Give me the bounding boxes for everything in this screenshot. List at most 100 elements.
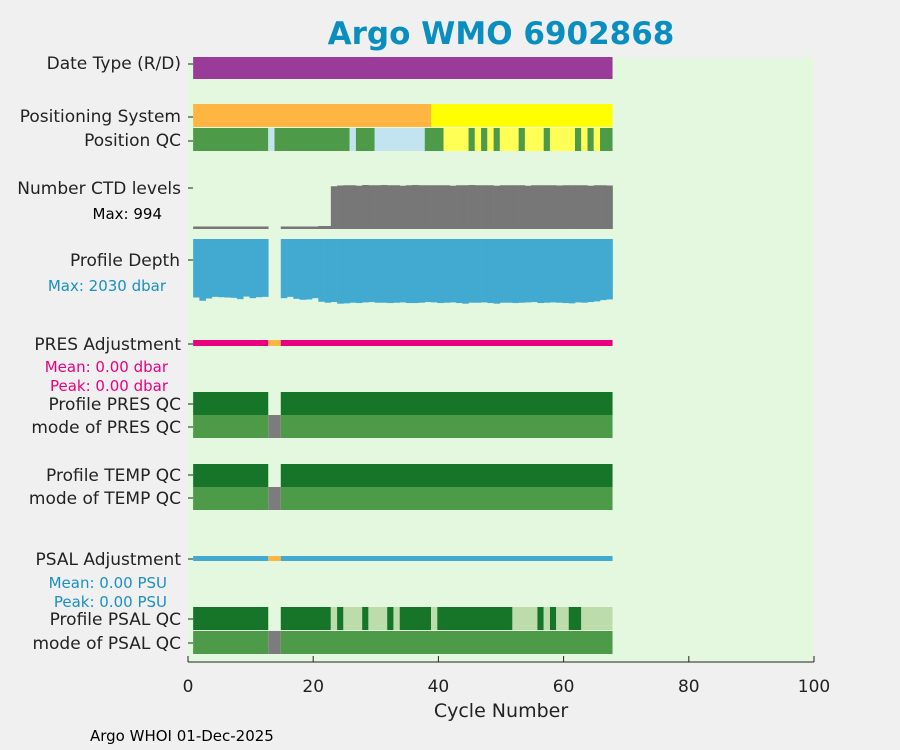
ctd-levels-row: [193, 184, 613, 229]
profile-temp-qc-segment-0: [193, 464, 269, 487]
label-psal-peak: Peak: 0.00 PSU: [54, 593, 167, 611]
profile-depth-bar-33: [393, 239, 401, 303]
profile-depth-bar-31: [380, 239, 388, 303]
psal-adjustment-segment-1: [268, 556, 281, 561]
ctd-levels-bar-66: [600, 185, 607, 229]
ctd-levels-bar-30: [374, 185, 382, 229]
profile-depth-bar-21: [318, 239, 325, 302]
position-qc-segment-6: [424, 128, 444, 151]
ctd-levels-bar-56: [537, 185, 544, 229]
ctd-levels-bar-10: [249, 226, 257, 229]
label-mode-temp-qc: mode of TEMP QC: [29, 489, 181, 509]
mode-pres-qc-segment-2: [280, 415, 613, 438]
position-qc-segment-19: [581, 128, 588, 151]
ctd-levels-bar-38: [424, 185, 432, 229]
profile-depth-bar-10: [249, 239, 257, 299]
mode-temp-qc-segment-1: [268, 487, 281, 510]
profile-psal-qc-segment-4: [343, 607, 363, 630]
ctd-levels-bar-20: [312, 226, 319, 229]
profile-depth-bar-43: [456, 239, 463, 304]
psal-adjustment-row: [193, 556, 613, 561]
profile-psal-qc-segment-18: [581, 607, 613, 630]
profile-psal-qc-row: [193, 607, 613, 630]
position-qc-segment-12: [493, 128, 500, 151]
ctd-levels-bar-52: [512, 185, 519, 229]
x-tick-label-80: 80: [678, 677, 700, 697]
mode-pres-qc-row: [193, 415, 613, 438]
profile-depth-row: [193, 239, 613, 304]
ctd-levels-bar-8: [236, 226, 244, 229]
position-qc-row: [193, 128, 613, 151]
profile-psal-qc-segment-2: [330, 607, 338, 630]
mode-psal-qc-segment-0: [193, 631, 269, 654]
label-psal-mean: Mean: 0.00 PSU: [49, 574, 167, 592]
x-tick-label-20: 20: [302, 677, 324, 697]
profile-depth-bar-2: [199, 239, 206, 301]
pres-adjustment-segment-1: [268, 340, 281, 346]
label-profile-pres-qc: Profile PRES QC: [48, 395, 181, 415]
mode-temp-qc-row: [193, 487, 613, 510]
ctd-levels-bar-7: [230, 226, 238, 229]
ctd-levels-bar-45: [468, 184, 476, 229]
ctd-levels-bar-53: [518, 185, 526, 229]
ctd-levels-bar-59: [556, 185, 563, 229]
profile-depth-bar-44: [462, 239, 469, 304]
position-qc-segment-10: [481, 128, 488, 151]
footer-credit: Argo WHOI 01-Dec-2025: [90, 727, 274, 745]
position-qc-segment-1: [268, 128, 275, 151]
profile-depth-bar-15: [280, 239, 288, 299]
profile-psal-qc-segment-6: [368, 607, 388, 630]
mode-pres-qc-segment-1: [268, 415, 281, 438]
label-ctd-max: Max: 994: [93, 205, 162, 223]
mode-pres-qc-segment-0: [193, 415, 269, 438]
profile-depth-bar-39: [431, 239, 438, 303]
ctd-levels-bar-44: [462, 185, 469, 229]
profile-depth-bar-47: [481, 239, 488, 303]
position-qc-segment-21: [593, 128, 601, 151]
ctd-levels-bar-18: [299, 226, 307, 229]
mode-psal-qc-segment-1: [268, 631, 281, 654]
pres-adjustment-segment-0: [193, 340, 269, 346]
row-ticks: [188, 63, 193, 644]
ctd-levels-bar-64: [587, 185, 595, 229]
profile-temp-qc-row: [193, 464, 613, 487]
psal-adjustment-segment-2: [280, 556, 613, 561]
pres-adjustment-segment-2: [280, 340, 613, 346]
x-axis-ticks: 0 20 40 60 80 100: [183, 656, 830, 697]
profile-depth-bar-41: [443, 239, 451, 303]
ctd-levels-bar-58: [549, 185, 557, 229]
profile-depth-bar-6: [224, 239, 231, 298]
position-qc-segment-5: [374, 128, 425, 151]
ctd-levels-bar-55: [531, 185, 538, 229]
x-axis-label: Cycle Number: [434, 700, 568, 722]
ctd-levels-bar-22: [324, 225, 332, 229]
label-date-type: Date Type (R/D): [47, 54, 181, 74]
position-qc-segment-0: [193, 128, 269, 151]
position-qc-segment-13: [499, 128, 519, 151]
profile-depth-bar-56: [537, 239, 544, 304]
profile-depth-bar-1: [193, 239, 200, 298]
chart-title: Argo WMO 6902868: [328, 16, 675, 52]
profile-depth-bar-5: [218, 239, 225, 298]
position-qc-segment-3: [349, 128, 356, 151]
profile-depth-bar-53: [518, 239, 526, 303]
profile-depth-bar-51: [506, 239, 513, 303]
profile-temp-qc-segment-1: [280, 464, 613, 487]
position-qc-segment-17: [549, 128, 575, 151]
profile-psal-qc-segment-15: [549, 607, 557, 630]
profile-psal-qc-segment-12: [512, 607, 538, 630]
profile-depth-bar-60: [562, 239, 570, 304]
x-tick-label-0: 0: [183, 677, 194, 697]
profile-psal-qc-segment-5: [362, 607, 369, 630]
mode-psal-qc-segment-2: [280, 631, 613, 654]
position-qc-segment-22: [600, 128, 613, 151]
profile-depth-bar-7: [230, 239, 238, 298]
profile-depth-bar-61: [568, 239, 576, 304]
profile-psal-qc-segment-7: [387, 607, 394, 630]
ctd-levels-bar-1: [193, 226, 200, 229]
ctd-levels-bar-28: [362, 184, 369, 229]
profile-depth-bar-42: [449, 239, 457, 303]
ctd-levels-bar-21: [318, 225, 325, 229]
profile-psal-qc-segment-1: [280, 607, 331, 630]
data-marks: [193, 57, 613, 654]
